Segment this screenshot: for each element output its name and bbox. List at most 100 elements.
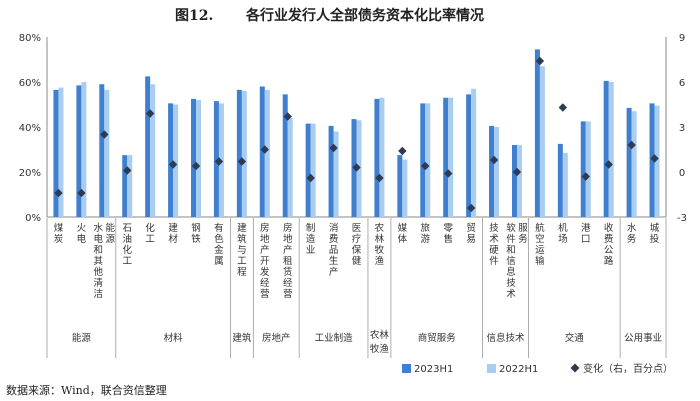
group-label: 工业制造 <box>315 332 354 344</box>
change-marker <box>54 188 63 198</box>
change-marker <box>168 160 178 169</box>
category-label: 消费品生产 <box>329 222 339 278</box>
bar-2023h1 <box>236 89 242 217</box>
category-label: 钢铁 <box>191 222 201 245</box>
left-tick-label: 0% <box>25 213 41 224</box>
bar-2023h1 <box>580 121 586 217</box>
bar-2022h1 <box>631 111 637 217</box>
change-marker <box>191 161 201 171</box>
bar-2022h1 <box>471 88 477 217</box>
bar-2022h1 <box>287 118 293 217</box>
bar-2023h1 <box>191 98 197 217</box>
change-marker <box>650 154 659 163</box>
change-marker <box>489 155 499 165</box>
bar-2023h1 <box>420 103 426 217</box>
category-label: 房地产开发经营 <box>260 222 270 300</box>
bar-2022h1 <box>562 152 568 217</box>
legend-label-change: 变化（右，百分点） <box>583 362 673 375</box>
category-label: 港口 <box>581 222 591 245</box>
category-label: 贸易 <box>466 222 476 245</box>
bar-2023h1 <box>282 94 288 217</box>
chart-title-prefix: 图12. <box>175 8 213 24</box>
group-label: 材料 <box>164 332 184 344</box>
bar-2023h1 <box>99 84 105 217</box>
bar-2023h1 <box>213 101 219 217</box>
category-label: 建材 <box>168 222 178 245</box>
legend-label-2023h1: 2023H1 <box>414 364 453 375</box>
change-marker <box>123 166 132 175</box>
category-label: 火电 <box>77 223 87 245</box>
group-label: 建筑 <box>232 332 252 344</box>
change-marker <box>145 109 155 118</box>
bar-2023h1 <box>443 97 449 217</box>
bar-2023h1 <box>122 155 128 217</box>
bar-2023h1 <box>511 145 517 217</box>
change-marker <box>604 160 613 169</box>
left-tick-label: 80% <box>19 33 41 44</box>
group-label-line1: 农林 <box>370 329 390 341</box>
group-label: 房地产 <box>262 332 291 344</box>
bar-2022h1 <box>654 105 660 217</box>
category-label: 建筑与工程 <box>237 222 247 278</box>
bar-2023h1 <box>76 85 82 217</box>
change-marker <box>512 167 522 177</box>
category-label: 制造业 <box>306 222 316 256</box>
change-marker <box>77 188 86 198</box>
category-label: 旅游 <box>421 222 431 245</box>
bar-2023h1 <box>557 143 563 217</box>
legend-swatch-2022h1 <box>487 364 496 373</box>
group-label: 商贸服务 <box>418 332 457 344</box>
bar-2023h1 <box>626 107 632 217</box>
group-label: 交通 <box>565 332 585 344</box>
legend-label-2022h1: 2022H1 <box>499 364 538 375</box>
bar-2022h1 <box>104 89 110 217</box>
bar-2022h1 <box>402 159 408 217</box>
category-label: 能源 <box>106 222 116 245</box>
bar-2022h1 <box>196 100 202 217</box>
category-label: 水务 <box>627 222 637 245</box>
change-marker <box>421 161 430 171</box>
bar-2022h1 <box>608 82 614 217</box>
change-marker <box>283 112 292 121</box>
legend-swatch-change <box>570 363 580 373</box>
bar-2022h1 <box>58 87 64 217</box>
group-label-line2: 牧渔 <box>370 343 390 355</box>
group-label: 公用事业 <box>624 332 662 344</box>
category-label: 房地产租赁经营 <box>283 222 293 300</box>
plot-area: 0%20%40%60%80%-30369煤炭火电水电和其他清洁能源石油化工化工建… <box>19 33 687 375</box>
bar-2023h1 <box>259 86 265 217</box>
right-tick-label: -3 <box>677 213 687 224</box>
bar-2022h1 <box>448 97 454 217</box>
category-label: 服务 <box>518 223 528 245</box>
bar-2023h1 <box>53 89 59 217</box>
left-tick-label: 60% <box>19 78 41 89</box>
category-label: 农林牧渔 <box>375 222 385 267</box>
change-marker <box>306 173 315 183</box>
category-label: 机场 <box>558 222 568 245</box>
change-marker <box>352 163 361 172</box>
change-marker <box>466 203 476 213</box>
right-tick-label: 9 <box>679 33 685 44</box>
change-marker <box>100 130 109 139</box>
change-marker <box>558 103 568 112</box>
category-label: 技术硬件 <box>489 222 499 267</box>
bar-2022h1 <box>379 97 385 217</box>
bar-2022h1 <box>264 89 270 217</box>
right-tick-label: 6 <box>679 78 685 89</box>
category-label: 媒体 <box>398 222 408 245</box>
change-marker <box>398 146 407 156</box>
bar-2022h1 <box>150 84 156 217</box>
bar-2023h1 <box>397 155 403 217</box>
change-marker <box>627 140 636 150</box>
change-marker <box>260 145 269 154</box>
bar-2023h1 <box>466 94 472 217</box>
bar-2022h1 <box>494 127 500 217</box>
left-tick-label: 20% <box>19 168 41 179</box>
legend-swatch-2023h1 <box>402 364 411 373</box>
category-label: 石油化工 <box>122 223 132 267</box>
bar-2022h1 <box>241 91 247 217</box>
group-label: 信息技术 <box>487 332 526 344</box>
category-label: 医疗保健 <box>352 223 362 267</box>
bar-2022h1 <box>516 145 522 217</box>
